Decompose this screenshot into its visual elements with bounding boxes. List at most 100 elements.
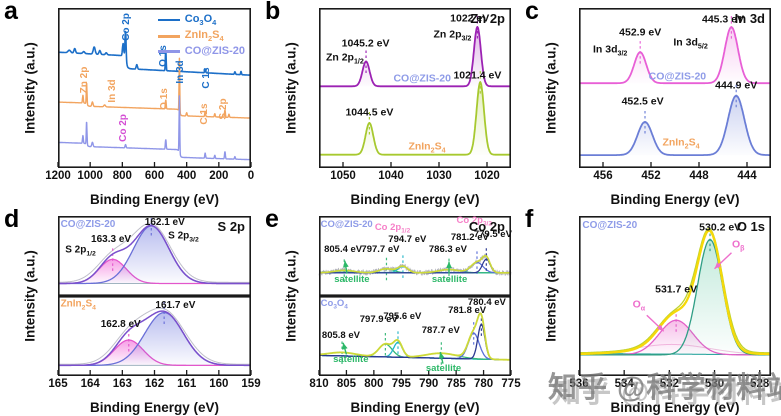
annotation: ZnIn2S4 [408,140,446,155]
series-fill [579,239,771,355]
annotation: O 1s [159,88,171,111]
annotation: Co 2p1/2 [374,221,411,235]
annotation: S 2p [217,98,229,120]
chart-svg-d2 [57,296,252,377]
annotation: In 3d [107,79,119,103]
annotation: 794.7 eV [388,234,427,246]
x-tick-label: 1020 [474,170,500,182]
chart-title: In 3d [734,11,765,26]
watermark: 知乎 @科学材料站 [548,372,781,404]
panel-letter-d: d [4,205,20,233]
legend-label: CO@ZIS-20 [184,45,245,58]
series-fill [319,82,511,155]
x-tick-label: 162 [144,378,165,390]
y-axis-label: Intensity (a.u.) [283,250,299,342]
x-axis-label: Binding Energy (eV) [350,192,480,207]
series-CO@ZIS-20 In3d [578,26,772,85]
x-tick-label: 400 [177,170,197,182]
annotation: 805.8 eV [321,330,360,342]
chart-svg-c1 [578,8,772,168]
y-axis-label: Intensity (a.u.) [543,42,559,134]
x-tick-label: 161 [177,378,197,390]
x-tick-label: 530 [704,378,725,390]
chart-svg-e1 [318,216,512,297]
annotation: Oα [632,298,646,313]
legend-item: ZnIn2S4 [157,29,245,44]
chart-title: S 2p [217,219,245,234]
chart-title: Zn 2p [470,11,505,26]
x-tick-label: 165 [48,378,68,390]
annotation: CO@ZIS-20 [582,219,638,231]
x-tick-label: 160 [209,378,229,390]
series-envelope [318,254,512,274]
x-tick-label: 1200 [45,170,71,182]
y-axis-label: Intensity (a.u.) [22,42,38,134]
series-peak 780.4 [318,323,512,361]
annotation: 781.2 eV [450,231,489,243]
series-ZnIn2S4 survey [57,57,252,119]
y-axis-label: Intensity (a.u.) [543,250,559,342]
chart-svg-b1 [318,8,512,168]
annotation: In 3d3/2 [592,43,628,58]
series-ZnIn2S4 Zn2p [318,81,512,156]
annotation: 163.3 eV [91,233,132,245]
series-fill [579,27,771,84]
annotation: 805.4 eV [324,243,363,255]
annotation: 780.4 eV [467,296,506,308]
annotation: CO@ZIS-20 [60,218,116,230]
annotation: Co 2p [118,114,130,142]
x-tick-label: 163 [112,378,132,390]
x-tick-label: 785 [446,378,466,390]
chart-title: Co 2p [468,219,505,234]
panel-c: c Intensity (a.u.) 456 452 448 444 452.9 eV I… [521,0,781,208]
x-axis-label: Binding Energy (eV) [89,192,219,207]
annotation: C 1s [200,67,212,89]
legend-item: CO@ZIS-20 [157,45,245,58]
series-fill [58,312,251,366]
series-raw [58,307,251,365]
annotation: ZnIn2S4 [60,298,96,312]
x-tick-label: 600 [144,170,165,182]
annotation: satellite [333,354,369,366]
annotation: C 1s [199,103,211,125]
x-tick-label: 800 [112,170,132,182]
plot-frame [579,216,771,376]
annotation: CO@ZIS-20 [393,72,451,85]
x-tick-label: 452 [641,170,661,182]
x-axis-label: Binding Energy (eV) [89,400,219,415]
chart-svg-d1 [57,216,252,297]
legend-swatch [157,35,180,38]
plot-frame [579,8,771,168]
x-tick-label: 775 [501,378,521,390]
arrowhead [714,262,722,269]
annotation: 452.5 eV [621,95,664,108]
y-axis-label: Intensity (a.u.) [283,42,299,134]
legend-item: Co3O4 [157,13,245,27]
annotation: 1022 eV [450,12,490,25]
annotation: 795.6 eV [383,310,422,322]
plot-frame [58,216,251,297]
series-envelope [578,229,772,356]
legend-label: ZnIn2S4 [184,29,224,44]
arrowhead [342,342,348,350]
plot-frame [319,216,511,297]
series-ZnIn2S4 In3d [578,94,772,156]
series-fill [58,225,251,284]
annotation: 787.7 eV [421,325,460,337]
x-tick-label: 536 [569,378,589,390]
x-axis-label: Binding Energy (eV) [610,192,740,207]
series-envelope [318,312,512,361]
plot-area-b: 1050 1040 1030 1020 1045.2 eV Zn 2p1/2 1022 eV… [318,8,512,182]
annotation: 797.7 eV [361,243,400,255]
x-tick-label: 159 [241,378,261,390]
annotation: satellite [334,274,370,286]
x-tick-label: 810 [309,378,329,390]
plot-area-a: 1200 1000 800 600 400 200 0 Co 2p O 1s In 3d C 1s Z… [45,8,254,182]
series-envelope [57,310,252,367]
annotation: 1021.4 eV [453,69,502,82]
x-tick-label: 790 [419,378,439,390]
annotation: Zn 2p [78,66,90,94]
annotation: 781.8 eV [448,304,487,316]
x-tick-label: 1030 [426,170,452,182]
